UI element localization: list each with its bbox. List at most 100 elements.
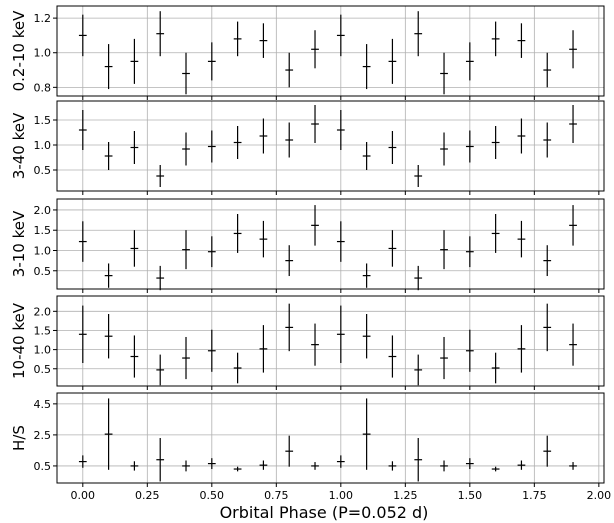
data-point bbox=[440, 460, 448, 472]
panel-5: 0.5 2.5 4.5 0.00 0.25 0.50 0.75 1.00 1.25 1.50 1.7… bbox=[10, 392, 612, 502]
y-tick-label: 1.5 bbox=[34, 324, 52, 337]
data-point bbox=[233, 352, 242, 384]
panel-frame bbox=[56, 295, 605, 387]
panel-frame bbox=[56, 5, 605, 97]
y-tick-label: 0.5 bbox=[34, 164, 52, 177]
data-point bbox=[207, 329, 216, 372]
y-tick-label: 0.5 bbox=[34, 363, 52, 376]
data-point bbox=[182, 230, 190, 270]
data-point bbox=[569, 105, 577, 143]
data-point bbox=[285, 122, 294, 158]
data-point bbox=[104, 314, 113, 359]
data-point bbox=[491, 214, 500, 253]
y-tick-label: 1.0 bbox=[34, 344, 52, 357]
x-tick-label: 0.25 bbox=[135, 489, 160, 502]
data-point bbox=[285, 245, 294, 277]
data-point bbox=[336, 221, 345, 262]
data-point bbox=[78, 305, 87, 364]
data-point bbox=[336, 455, 345, 468]
data-point bbox=[156, 354, 165, 386]
data-point bbox=[388, 38, 397, 84]
panel-frame bbox=[56, 198, 605, 290]
data-point bbox=[259, 118, 268, 154]
data-point bbox=[569, 30, 577, 69]
data-point bbox=[414, 11, 423, 57]
y-axis-label: 3-10 keV bbox=[10, 210, 28, 277]
data-point bbox=[465, 236, 474, 268]
data-point bbox=[465, 42, 474, 81]
x-tick-label: 1.00 bbox=[329, 489, 354, 502]
x-tick-label: 2.00 bbox=[587, 489, 612, 502]
panels-group: 0.8 1.0 1.2 0.2-10 keV 0.5 1.0 1.5 3-40 keV 0.5 1… bbox=[10, 5, 612, 502]
data-point bbox=[414, 438, 423, 482]
data-point bbox=[517, 118, 526, 154]
data-point bbox=[182, 460, 190, 472]
data-point bbox=[388, 230, 397, 267]
data-point bbox=[207, 42, 216, 81]
data-point bbox=[104, 398, 113, 470]
y-tick-label: 4.5 bbox=[34, 398, 52, 411]
y-axis-label: H/S bbox=[10, 425, 28, 451]
data-point bbox=[491, 352, 500, 384]
data-point bbox=[130, 461, 139, 471]
data-point bbox=[182, 132, 190, 166]
data-point bbox=[336, 14, 345, 57]
data-point bbox=[311, 205, 319, 246]
data-point bbox=[130, 38, 139, 84]
data-point bbox=[233, 466, 242, 472]
data-point bbox=[414, 354, 423, 386]
data-point bbox=[414, 165, 423, 187]
data-point bbox=[104, 142, 113, 170]
y-tick-label: 0.8 bbox=[34, 81, 52, 94]
data-point bbox=[517, 23, 526, 58]
y-tick-label: 1.2 bbox=[34, 12, 52, 25]
panel-2: 0.5 1.0 1.5 3-40 keV bbox=[10, 100, 605, 195]
data-point bbox=[285, 435, 294, 467]
data-point bbox=[569, 205, 577, 246]
data-point bbox=[414, 265, 423, 291]
data-point bbox=[543, 122, 552, 158]
data-point bbox=[569, 323, 577, 366]
x-tick-label: 0.75 bbox=[264, 489, 289, 502]
data-point bbox=[78, 455, 87, 468]
x-tick-label: 1.50 bbox=[458, 489, 483, 502]
data-point bbox=[336, 110, 345, 150]
y-tick-label: 2.5 bbox=[34, 429, 52, 442]
data-point bbox=[388, 335, 397, 378]
panel-frame bbox=[56, 392, 605, 484]
data-point bbox=[543, 245, 552, 277]
data-point bbox=[233, 214, 242, 253]
data-point bbox=[311, 462, 319, 470]
data-point bbox=[311, 30, 319, 69]
data-point bbox=[130, 230, 139, 267]
data-point bbox=[543, 303, 552, 352]
x-tick-label: 1.75 bbox=[522, 489, 547, 502]
data-point bbox=[207, 130, 216, 163]
data-point bbox=[207, 458, 216, 470]
panel-3: 0.5 1.0 1.5 2.0 3-10 keV bbox=[10, 198, 605, 293]
data-point bbox=[517, 325, 526, 373]
data-point bbox=[285, 303, 294, 352]
data-point bbox=[130, 335, 139, 378]
data-point bbox=[233, 21, 242, 57]
data-point bbox=[130, 131, 139, 164]
data-point bbox=[156, 438, 165, 482]
data-point bbox=[233, 126, 242, 159]
data-point bbox=[78, 110, 87, 150]
y-axis-label: 0.2-10 keV bbox=[10, 10, 28, 92]
data-point bbox=[543, 52, 552, 88]
data-point bbox=[491, 21, 500, 57]
data-point bbox=[336, 305, 345, 364]
data-point bbox=[517, 460, 526, 470]
data-point bbox=[362, 314, 371, 359]
y-tick-label: 1.5 bbox=[34, 114, 52, 127]
x-tick-label: 1.25 bbox=[393, 489, 418, 502]
data-point bbox=[517, 220, 526, 258]
data-point bbox=[156, 265, 165, 291]
data-point bbox=[491, 466, 500, 472]
data-point bbox=[182, 336, 190, 380]
data-point bbox=[440, 230, 448, 270]
data-point bbox=[207, 236, 216, 268]
data-point bbox=[259, 325, 268, 373]
